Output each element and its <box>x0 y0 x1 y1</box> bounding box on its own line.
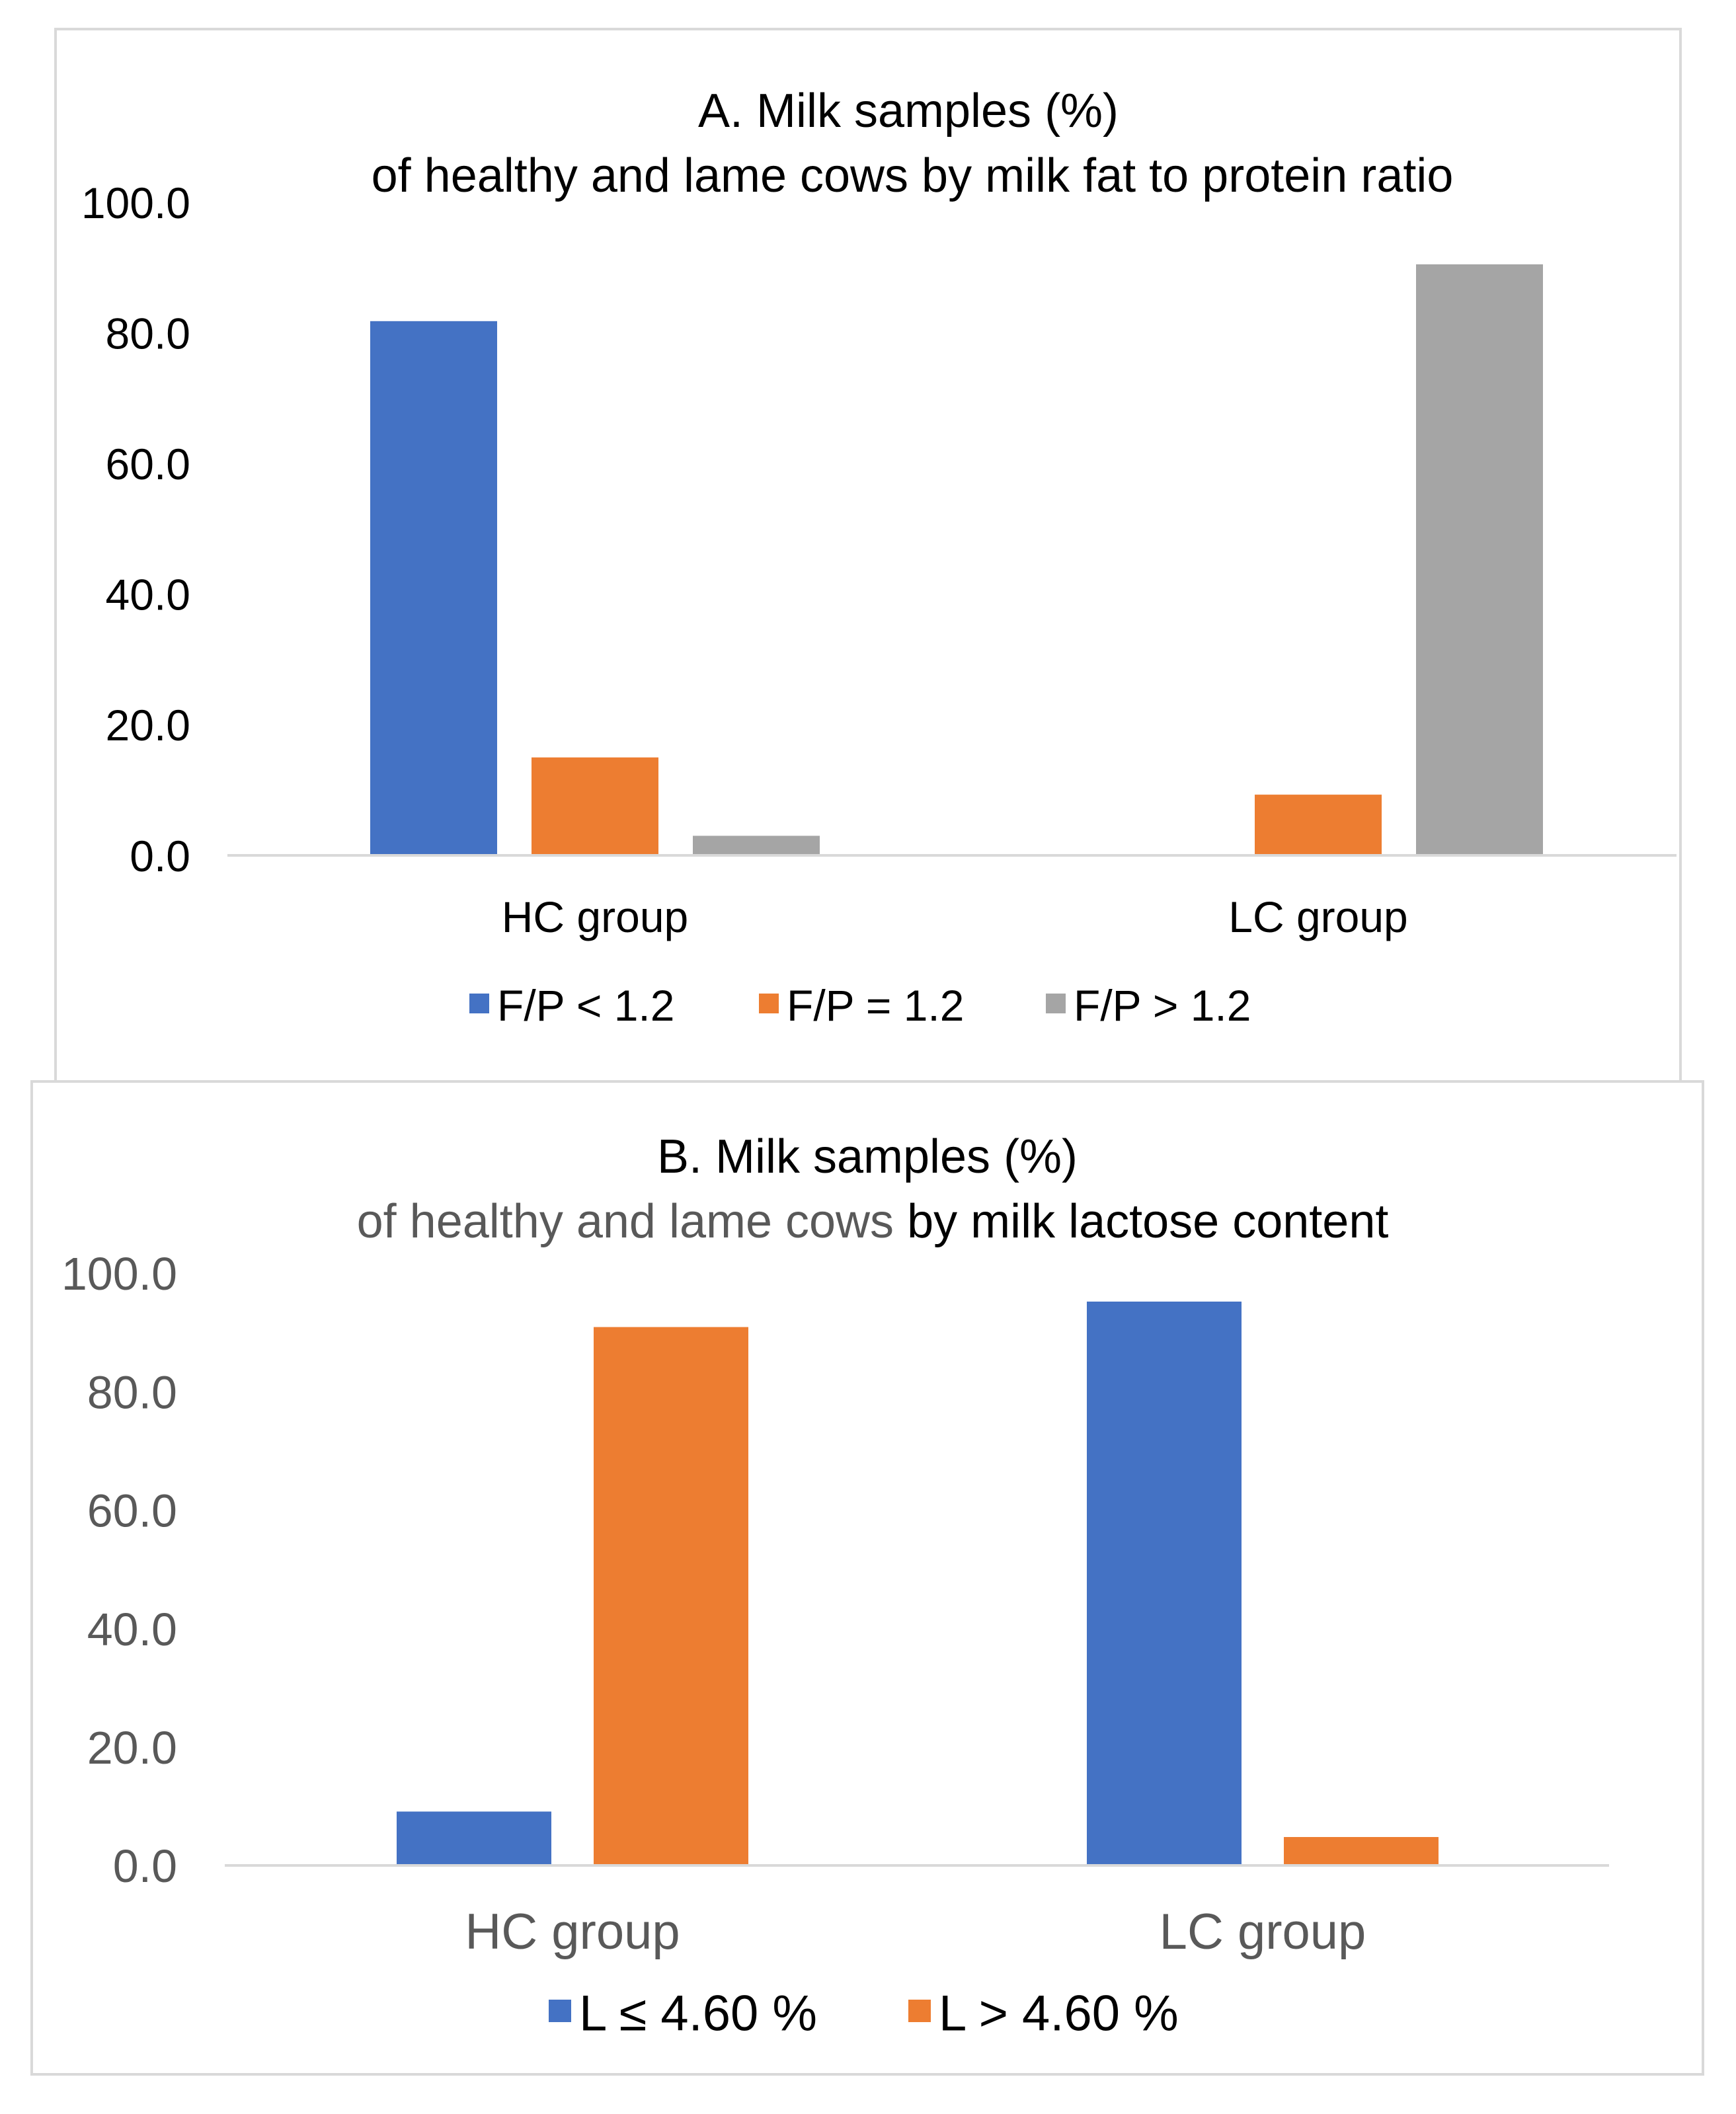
chart-b-title-gray-part: of healthy and lame cows <box>357 1195 894 1248</box>
chart-b-bar-1-lc <box>1087 1302 1242 1865</box>
chart-b-legend-label: L > 4.60 % <box>939 1985 1179 2041</box>
chart-a-bar-3-lc <box>1416 264 1543 855</box>
chart-a-frame <box>54 28 1682 1083</box>
chart-a-y-tick-label: 20.0 <box>106 701 190 750</box>
chart-b-y-tick-label: 40.0 <box>87 1604 177 1655</box>
chart-b-y-tick-label: 20.0 <box>87 1722 177 1774</box>
chart-a-y-tick-label: 0.0 <box>130 832 190 881</box>
chart-a-y-tick-label: 100.0 <box>81 178 190 227</box>
chart-b-bar-2-lc <box>1284 1836 1439 1865</box>
chart-a-bar-1-hc <box>370 321 497 855</box>
chart-b-legend-label: L ≤ 4.60 % <box>579 1985 817 2041</box>
chart-a-x-category-label: LC group <box>1228 892 1408 941</box>
chart-a-title-line1: A. Milk samples (%) <box>698 85 1119 137</box>
chart-a-legend: F/P < 1.2 F/P = 1.2 F/P > 1.2 <box>469 981 1251 1030</box>
chart-a-x-axis: HC group LC group <box>502 892 1408 941</box>
chart-b-legend-swatch <box>549 2000 571 2022</box>
chart-a-x-category-label: HC group <box>502 892 688 941</box>
chart-a-y-axis: 0.0 20.0 40.0 60.0 80.0 100.0 <box>81 178 190 881</box>
chart-b-legend-swatch <box>908 2000 931 2022</box>
chart-b-y-axis: 0.0 20.0 40.0 60.0 80.0 100.0 <box>61 1248 177 1892</box>
chart-b-legend: L ≤ 4.60 % L > 4.60 % <box>549 1985 1179 2041</box>
chart-a: A. Milk samples (%) of healthy and lame … <box>54 28 1682 1083</box>
chart-b-x-axis: HC group LC group <box>465 1904 1366 1960</box>
chart-a-legend-swatch <box>469 994 489 1013</box>
chart-b-bars <box>397 1302 1439 1865</box>
chart-b-bar-2-hc <box>594 1327 748 1865</box>
chart-a-legend-label: F/P < 1.2 <box>497 981 674 1030</box>
chart-b-x-category-label: LC group <box>1160 1904 1366 1960</box>
chart-b-y-tick-label: 60.0 <box>87 1485 177 1537</box>
chart-b-frame <box>30 1080 1704 2076</box>
chart-b-x-category-label: HC group <box>465 1904 680 1960</box>
chart-b-y-tick-label: 80.0 <box>87 1366 177 1418</box>
chart-a-y-tick-label: 60.0 <box>106 440 190 489</box>
chart-a-y-tick-label: 40.0 <box>106 570 190 619</box>
chart-a-bar-2-hc <box>532 757 658 855</box>
chart-a-y-tick-label: 80.0 <box>106 309 190 358</box>
chart-b: B. Milk samples (%) of healthy and lame … <box>30 1080 1704 2076</box>
chart-b-title-line2: of healthy and lame cows by milk lactose… <box>357 1195 1389 1248</box>
chart-b-y-tick-label: 100.0 <box>61 1248 177 1300</box>
chart-a-bar-2-lc <box>1255 795 1382 855</box>
chart-a-legend-swatch <box>759 994 779 1013</box>
chart-a-legend-swatch <box>1046 994 1066 1013</box>
chart-a-legend-label: F/P = 1.2 <box>787 981 964 1030</box>
chart-b-y-tick-label: 0.0 <box>113 1840 177 1892</box>
chart-a-bars <box>370 264 1543 855</box>
chart-a-title-line2: of healthy and lame cows by milk fat to … <box>372 149 1454 202</box>
chart-b-bar-1-hc <box>397 1811 551 1865</box>
chart-a-bar-3-hc <box>693 836 820 855</box>
chart-b-title-dark-part: by milk lactose content <box>894 1195 1388 1248</box>
chart-a-legend-label: F/P > 1.2 <box>1074 981 1251 1030</box>
chart-b-title-line1: B. Milk samples (%) <box>657 1130 1078 1183</box>
